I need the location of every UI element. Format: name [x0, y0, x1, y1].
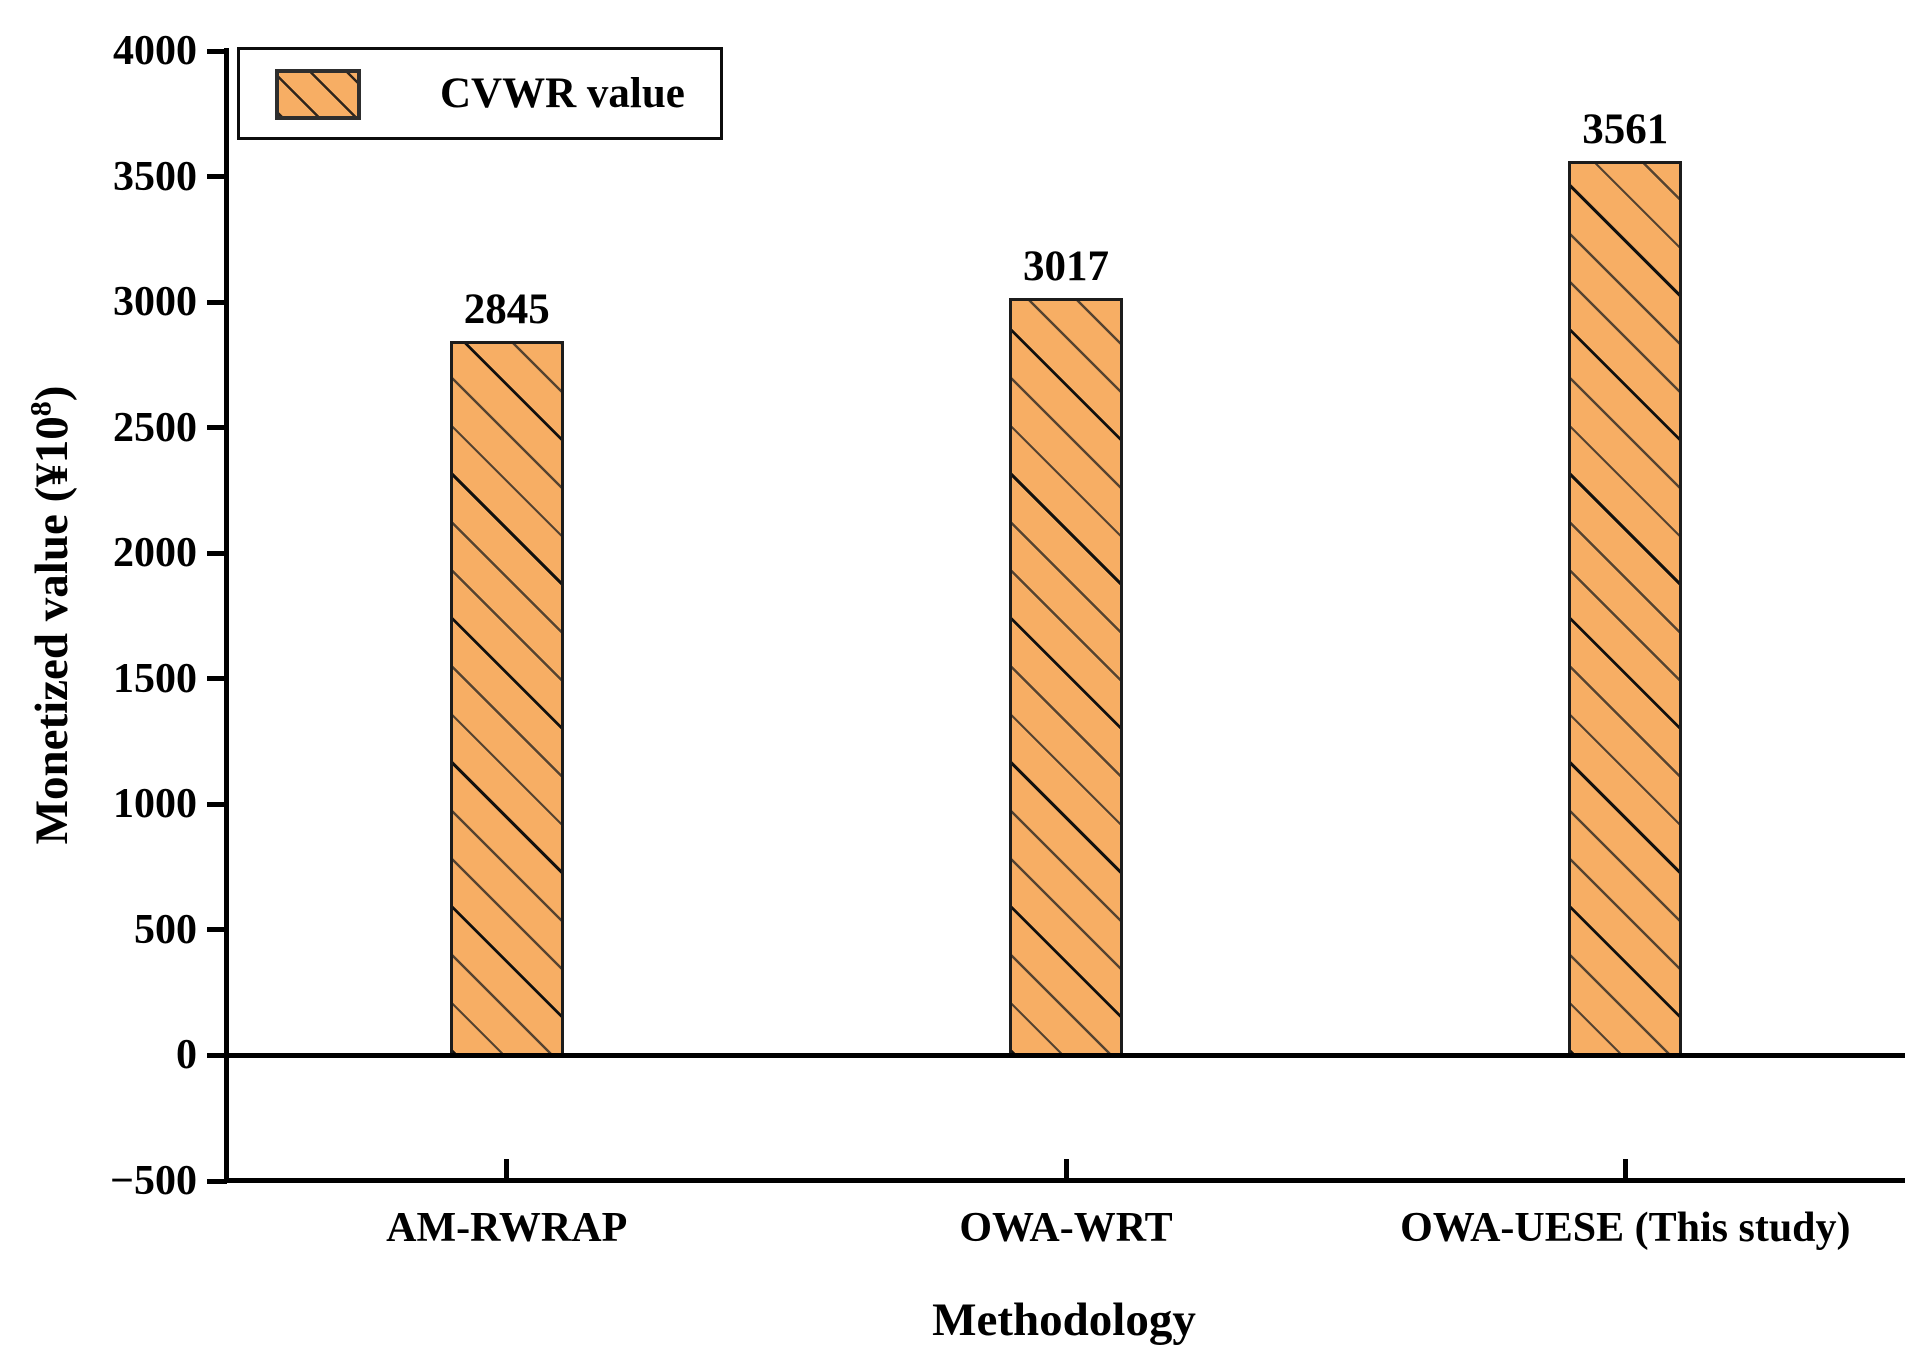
y-tick-label: 500: [134, 906, 197, 953]
y-tick: [207, 550, 227, 556]
y-axis-title-text: Monetized value (¥10: [26, 416, 78, 845]
legend-swatch-hatched: [275, 69, 361, 120]
bar: [1568, 161, 1683, 1058]
y-tick-label: 1500: [113, 655, 197, 702]
y-tick-label: 2500: [113, 404, 197, 451]
bar: [449, 341, 564, 1058]
y-tick: [207, 927, 227, 933]
y-tick-label: 3000: [113, 279, 197, 326]
y-tick: [207, 676, 227, 682]
y-tick-label: 3500: [113, 153, 197, 200]
y-tick-label: 2000: [113, 530, 197, 577]
bar: [1009, 297, 1123, 1058]
y-tick-label: 0: [176, 1032, 197, 1079]
x-tick: [504, 1159, 510, 1181]
bar-value-label: 3561: [1582, 106, 1669, 154]
x-category-label: AM-RWRAP: [386, 1205, 628, 1251]
legend: CVWR value: [237, 47, 723, 140]
y-tick-label: 1000: [113, 781, 197, 828]
y-tick: [207, 425, 227, 431]
y-tick: [207, 801, 227, 807]
bar-value-label: 2845: [463, 286, 550, 333]
y-tick: [207, 48, 227, 54]
y-axis-title-superscript: 8: [24, 401, 58, 417]
y-axis-title: Monetized value (¥108): [20, 255, 84, 975]
y-tick: [207, 299, 227, 305]
y-tick: [207, 1052, 227, 1058]
y-tick: [207, 174, 227, 180]
x-axis-title: Methodology: [932, 1294, 1196, 1346]
y-tick-label: 4000: [113, 28, 197, 74]
y-tick-label: −500: [110, 1158, 197, 1204]
x-tick: [1622, 1159, 1628, 1181]
x-category-label: OWA-WRT: [959, 1205, 1173, 1251]
legend-label: CVWR value: [440, 70, 685, 117]
y-tick: [207, 1178, 227, 1184]
x-tick: [1063, 1159, 1069, 1181]
y-axis-title-close: ): [26, 385, 78, 402]
y-axis-spine: [224, 48, 229, 1183]
x-category-label: OWA-UESE (This study): [1400, 1205, 1851, 1251]
zero-baseline: [224, 1053, 1905, 1058]
bar-value-label: 3017: [1023, 242, 1109, 290]
